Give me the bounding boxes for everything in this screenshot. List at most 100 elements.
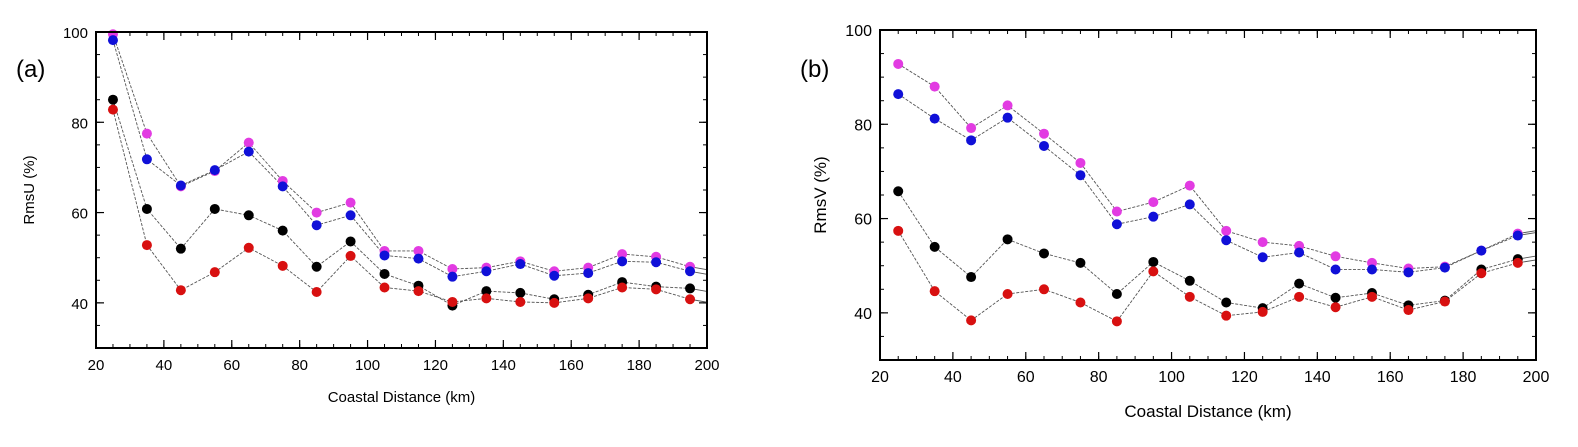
data-point-red <box>893 225 904 236</box>
data-point-red <box>1184 291 1195 302</box>
data-point-blue <box>209 165 220 176</box>
data-point-red <box>1111 316 1122 327</box>
data-point-black <box>379 268 390 279</box>
data-point-blue <box>1439 262 1450 273</box>
data-point-red <box>583 293 594 304</box>
data-point-magenta <box>1257 237 1268 248</box>
data-point-black <box>1330 292 1341 303</box>
data-point-black <box>1148 256 1159 267</box>
data-point-blue <box>379 250 390 261</box>
x-tick-label: 100 <box>355 357 380 374</box>
data-point-blue <box>1330 264 1341 275</box>
panel-label: (b) <box>800 56 829 83</box>
data-point-blue <box>243 146 254 157</box>
data-point-red <box>1330 302 1341 313</box>
x-tick-label: 80 <box>1090 369 1108 386</box>
data-point-magenta <box>311 207 322 218</box>
data-point-magenta <box>413 245 424 256</box>
data-point-red <box>379 282 390 293</box>
panel-a: 20 40 60 80 100 120 140 160 180 200 40 60 80 100 Coast… <box>16 25 720 406</box>
x-tick-label: 140 <box>1304 369 1331 386</box>
y-axis-label: RmsV (%) <box>811 156 830 233</box>
data-point-blue <box>617 256 628 267</box>
data-point-red <box>1148 266 1159 277</box>
data-point-red <box>1075 297 1086 308</box>
data-point-red <box>1221 310 1232 321</box>
data-point-blue <box>515 259 526 270</box>
x-tick-label: 180 <box>627 357 652 374</box>
series-line-black <box>112 99 691 307</box>
data-point-red <box>515 296 526 307</box>
data-point-magenta <box>243 137 254 148</box>
data-point-blue <box>447 271 458 282</box>
y-tick-label: 80 <box>854 117 872 134</box>
data-point-blue <box>1111 219 1122 230</box>
data-point-blue <box>141 154 152 165</box>
data-point-blue <box>311 220 322 231</box>
y-tick-label: 100 <box>845 23 872 40</box>
data-point-black <box>685 283 696 294</box>
data-point-magenta <box>447 264 458 274</box>
data-point-black <box>277 225 288 236</box>
data-point-blue <box>1476 245 1487 256</box>
y-axis-label: RmsU (%) <box>21 155 38 224</box>
x-axis-label: Coastal Distance (km) <box>1124 402 1291 421</box>
y-tick-label: 60 <box>71 206 88 223</box>
x-tick-label: 20 <box>88 357 105 374</box>
data-point-black <box>1075 257 1086 268</box>
data-point-blue <box>1075 170 1086 181</box>
data-point-blue <box>1148 211 1159 222</box>
data-point-magenta <box>141 128 152 139</box>
data-point-black <box>1221 297 1232 308</box>
y-tick-label: 60 <box>854 212 872 229</box>
data-point-red <box>277 260 288 271</box>
plot-frame <box>879 29 1537 361</box>
x-tick-label: 140 <box>491 357 516 374</box>
data-point-blue <box>345 210 356 221</box>
data-point-red <box>685 294 696 305</box>
data-point-blue <box>1002 112 1013 123</box>
data-point-red <box>1403 305 1414 316</box>
data-point-black <box>175 243 186 254</box>
plot-frame <box>95 31 708 349</box>
panel-label: (a) <box>16 56 45 83</box>
data-point-blue <box>1184 199 1195 210</box>
series-line-blue <box>112 40 691 278</box>
data-point-magenta <box>617 249 628 260</box>
data-point-black <box>141 203 152 214</box>
data-point-black <box>311 261 322 272</box>
x-axis-label: Coastal Distance (km) <box>328 389 476 406</box>
data-point-magenta <box>1075 157 1086 168</box>
panel-b: 20 40 60 80 100 120 140 160 180 200 40 60 80 100 Coast… <box>800 23 1549 421</box>
data-point-blue <box>1294 247 1305 258</box>
data-point-black <box>929 241 940 252</box>
x-tick-label: 200 <box>1523 369 1550 386</box>
data-point-red <box>345 250 356 261</box>
data-point-red <box>243 242 254 253</box>
data-point-magenta <box>1039 128 1049 139</box>
data-point-magenta <box>1330 251 1341 262</box>
data-point-red <box>1294 291 1305 302</box>
data-point-red <box>1039 284 1049 295</box>
data-point-blue <box>1039 140 1049 151</box>
data-point-black <box>1294 278 1305 289</box>
x-tick-label: 80 <box>291 357 308 374</box>
y-tick-label: 100 <box>63 25 88 42</box>
x-tick-label: 120 <box>1231 369 1258 386</box>
data-point-blue <box>1221 235 1232 246</box>
data-point-black <box>1002 234 1013 245</box>
data-point-blue <box>583 268 594 279</box>
x-tick-label: 120 <box>423 357 448 374</box>
data-point-blue <box>966 135 977 146</box>
data-point-black <box>966 272 977 283</box>
y-tick-label: 40 <box>71 296 88 313</box>
x-tick-label: 40 <box>156 357 173 374</box>
x-tick-label: 160 <box>559 357 584 374</box>
data-point-black <box>1039 248 1049 259</box>
data-point-blue <box>893 89 904 100</box>
data-point-red <box>175 285 186 296</box>
data-point-magenta <box>1002 100 1013 111</box>
data-point-red <box>617 282 628 293</box>
data-point-black <box>209 203 220 214</box>
